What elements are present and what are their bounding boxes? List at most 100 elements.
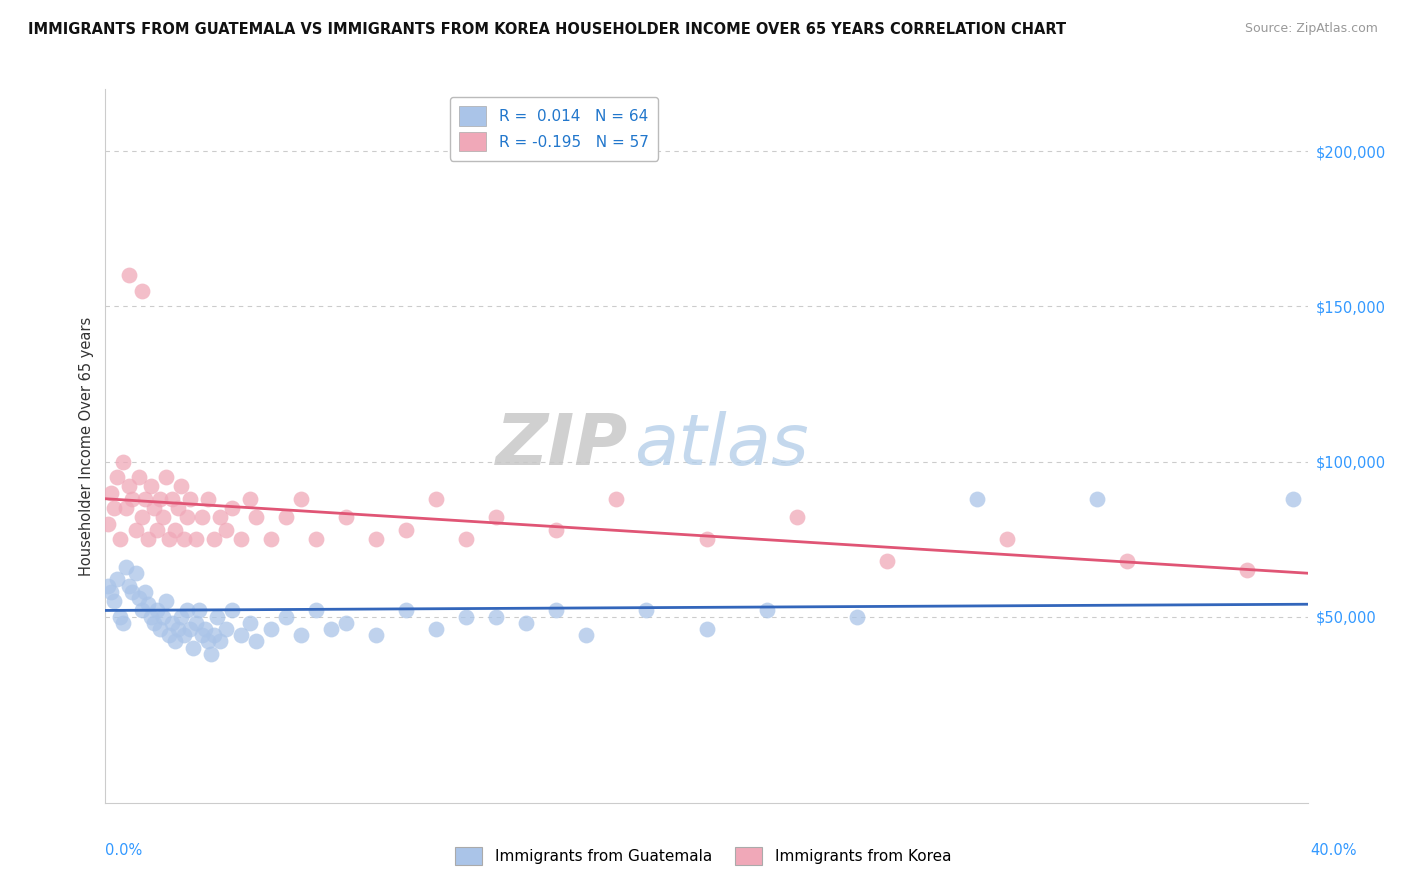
Point	[229, 628, 252, 642]
Point	[157, 628, 180, 642]
Point	[1085, 491, 1108, 506]
Point	[103, 501, 125, 516]
Point	[112, 615, 135, 630]
Point	[107, 470, 129, 484]
Point	[876, 554, 898, 568]
Point	[221, 501, 243, 516]
Point	[166, 622, 188, 636]
Point	[163, 523, 186, 537]
Point	[179, 622, 201, 636]
Point	[515, 615, 537, 630]
Point	[364, 628, 387, 642]
Point	[142, 501, 165, 516]
Point	[636, 603, 658, 617]
Legend: R =  0.014   N = 64, R = -0.195   N = 57: R = 0.014 N = 64, R = -0.195 N = 57	[450, 97, 658, 161]
Text: atlas: atlas	[634, 411, 808, 481]
Point	[208, 510, 231, 524]
Point	[1116, 554, 1139, 568]
Text: Source: ZipAtlas.com: Source: ZipAtlas.com	[1244, 22, 1378, 36]
Y-axis label: Householder Income Over 65 years: Householder Income Over 65 years	[79, 317, 94, 575]
Point	[131, 284, 153, 298]
Point	[290, 491, 312, 506]
Point	[485, 510, 508, 524]
Point	[139, 609, 162, 624]
Point	[245, 510, 267, 524]
Point	[335, 510, 357, 524]
Point	[194, 622, 217, 636]
Point	[115, 501, 138, 516]
Text: 0.0%: 0.0%	[105, 843, 142, 858]
Point	[97, 579, 120, 593]
Point	[118, 479, 141, 493]
Point	[546, 523, 568, 537]
Point	[124, 523, 146, 537]
Point	[395, 603, 418, 617]
Point	[197, 491, 219, 506]
Point	[121, 491, 143, 506]
Point	[157, 532, 180, 546]
Point	[145, 523, 167, 537]
Point	[229, 532, 252, 546]
Point	[131, 603, 153, 617]
Point	[176, 510, 198, 524]
Point	[184, 615, 207, 630]
Point	[160, 615, 183, 630]
Point	[208, 634, 231, 648]
Point	[190, 510, 212, 524]
Legend: Immigrants from Guatemala, Immigrants from Korea: Immigrants from Guatemala, Immigrants fr…	[449, 841, 957, 871]
Point	[110, 532, 132, 546]
Point	[605, 491, 627, 506]
Point	[696, 532, 718, 546]
Point	[260, 622, 283, 636]
Point	[696, 622, 718, 636]
Point	[100, 584, 122, 599]
Point	[485, 609, 508, 624]
Point	[181, 640, 204, 655]
Point	[290, 628, 312, 642]
Point	[148, 622, 170, 636]
Point	[118, 579, 141, 593]
Point	[425, 491, 447, 506]
Point	[169, 609, 191, 624]
Point	[128, 591, 150, 605]
Point	[169, 479, 191, 493]
Point	[160, 491, 183, 506]
Point	[124, 566, 146, 581]
Point	[197, 634, 219, 648]
Point	[148, 491, 170, 506]
Point	[184, 532, 207, 546]
Point	[145, 603, 167, 617]
Point	[200, 647, 222, 661]
Point	[128, 470, 150, 484]
Point	[575, 628, 598, 642]
Point	[173, 532, 195, 546]
Point	[245, 634, 267, 648]
Point	[118, 268, 141, 283]
Point	[107, 573, 129, 587]
Point	[1281, 491, 1303, 506]
Point	[176, 603, 198, 617]
Point	[190, 628, 212, 642]
Point	[319, 622, 342, 636]
Point	[152, 609, 174, 624]
Point	[112, 454, 135, 468]
Point	[995, 532, 1018, 546]
Point	[187, 603, 209, 617]
Point	[97, 516, 120, 531]
Point	[274, 510, 297, 524]
Point	[179, 491, 201, 506]
Point	[305, 532, 328, 546]
Point	[103, 594, 125, 608]
Point	[100, 485, 122, 500]
Text: 40.0%: 40.0%	[1310, 843, 1357, 858]
Point	[305, 603, 328, 617]
Point	[155, 470, 177, 484]
Point	[202, 628, 225, 642]
Point	[456, 609, 478, 624]
Point	[214, 523, 236, 537]
Point	[966, 491, 988, 506]
Text: IMMIGRANTS FROM GUATEMALA VS IMMIGRANTS FROM KOREA HOUSEHOLDER INCOME OVER 65 YE: IMMIGRANTS FROM GUATEMALA VS IMMIGRANTS …	[28, 22, 1066, 37]
Point	[136, 597, 159, 611]
Point	[121, 584, 143, 599]
Point	[205, 609, 228, 624]
